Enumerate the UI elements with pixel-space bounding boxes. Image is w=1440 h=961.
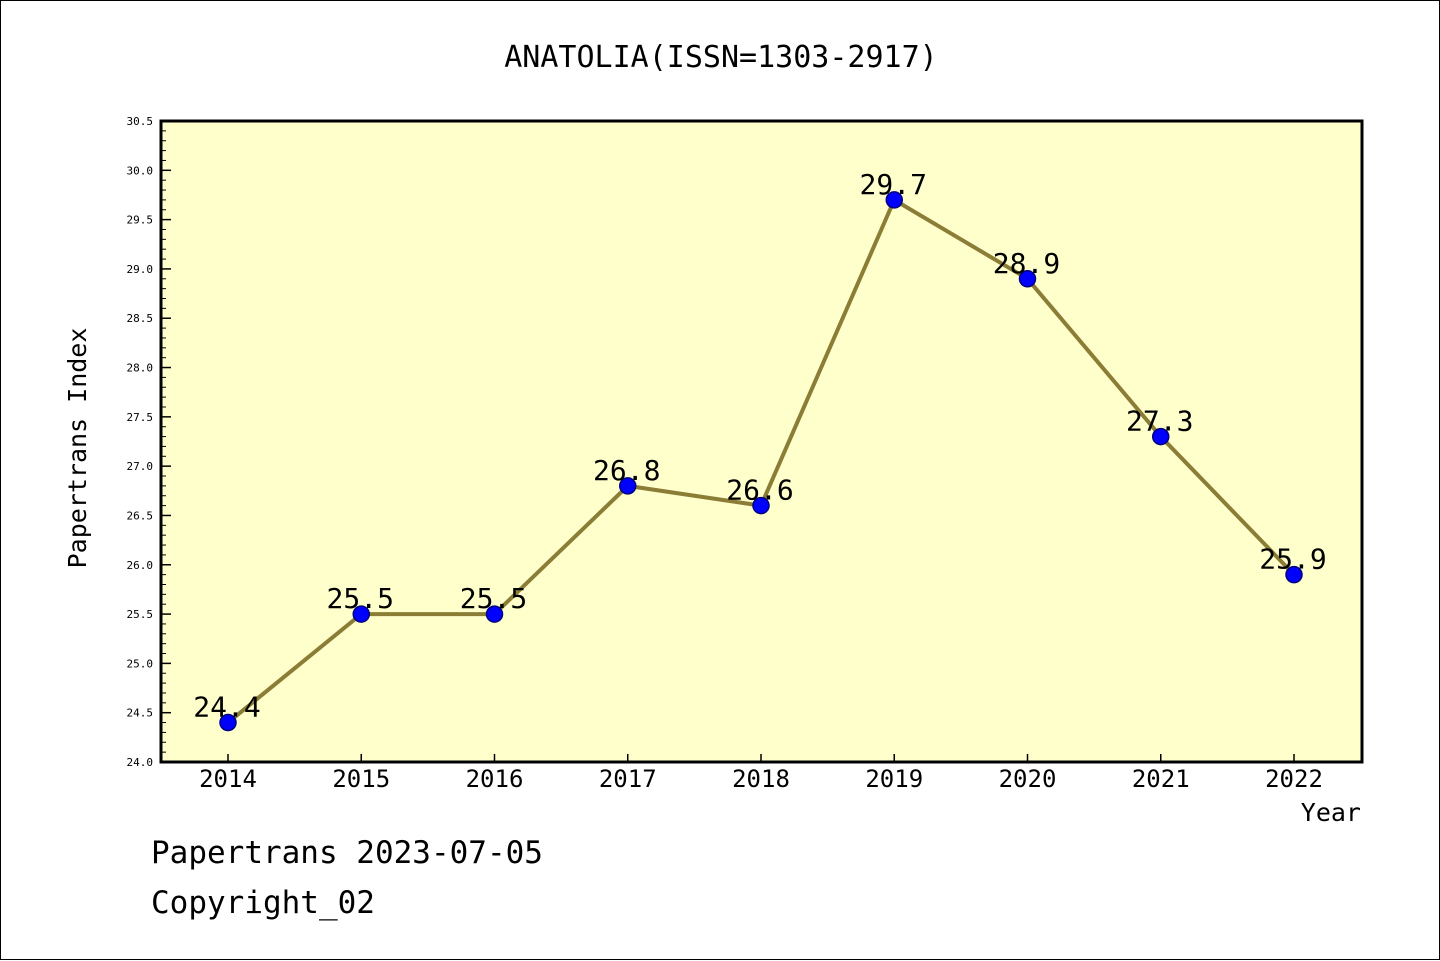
y-tick-label: 26.5 — [127, 509, 154, 522]
y-tick-label: 25.0 — [127, 657, 154, 670]
x-tick-label: 2016 — [466, 765, 524, 793]
data-point — [219, 713, 237, 732]
data-label: 27.3 — [1126, 405, 1193, 438]
data-label: 26.6 — [726, 474, 793, 507]
x-tick-label: 2020 — [999, 765, 1057, 793]
y-tick-label: 24.5 — [127, 707, 154, 720]
data-point — [752, 496, 770, 515]
data-point — [352, 605, 370, 623]
data-labels: 24.4 25.5 25.5 26.8 26.6 29.7 28.9 27.3 25.9 — [193, 168, 1326, 724]
data-label: 26.8 — [593, 454, 660, 487]
copyright-note: Copyright_02 — [151, 885, 375, 921]
y-tick-label: 27.0 — [127, 460, 154, 473]
x-tick-label: 2021 — [1132, 765, 1190, 793]
data-point — [885, 191, 903, 209]
data-point — [1018, 270, 1037, 288]
x-tick-label: 2019 — [865, 765, 923, 793]
y-tick-label: 27.5 — [127, 411, 154, 424]
y-axis-label: Papertrans Index — [63, 328, 92, 569]
series-markers — [219, 191, 1303, 732]
y-tick-label: 24.0 — [127, 756, 154, 769]
data-point — [1152, 427, 1170, 446]
y-tick-label: 28.0 — [127, 362, 154, 375]
data-label: 25.5 — [327, 582, 394, 615]
y-tick-label: 25.5 — [127, 608, 154, 621]
y-tick-label: 29.5 — [127, 214, 154, 227]
x-tick-label: 2018 — [732, 765, 790, 793]
data-point — [619, 477, 637, 495]
plot-area — [159, 119, 1364, 764]
x-axis-label: Year — [1301, 798, 1361, 827]
x-tick-label: 2015 — [332, 765, 390, 793]
data-label: 25.5 — [460, 582, 527, 615]
y-tick-label: 30.0 — [127, 164, 154, 177]
x-tick-label: 2022 — [1265, 765, 1323, 793]
data-label: 24.4 — [193, 691, 260, 724]
y-tick-label: 26.0 — [127, 559, 154, 572]
data-point — [1285, 565, 1303, 584]
data-label: 29.7 — [860, 168, 927, 201]
chart-title: ANATOLIA(ISSN=1303-2917) — [504, 40, 937, 75]
x-axis: 2014 2015 2016 2017 2018 2019 2020 2021 2022 — [199, 754, 1323, 793]
y-tick-label: 29.0 — [127, 263, 154, 276]
data-label: 28.9 — [993, 247, 1060, 280]
x-tick-label: 2014 — [199, 765, 257, 793]
y-tick-label: 28.5 — [127, 312, 154, 325]
source-note: Papertrans 2023-07-05 — [151, 835, 543, 871]
data-label: 25.9 — [1259, 543, 1326, 576]
x-tick-label: 2017 — [599, 765, 657, 793]
y-axis: 24.0 24.5 25.0 25.5 26.0 26.5 27.0 27.5 28.0 28.5… — [127, 115, 171, 769]
data-point — [485, 605, 504, 623]
y-tick-label: 30.5 — [127, 115, 154, 128]
